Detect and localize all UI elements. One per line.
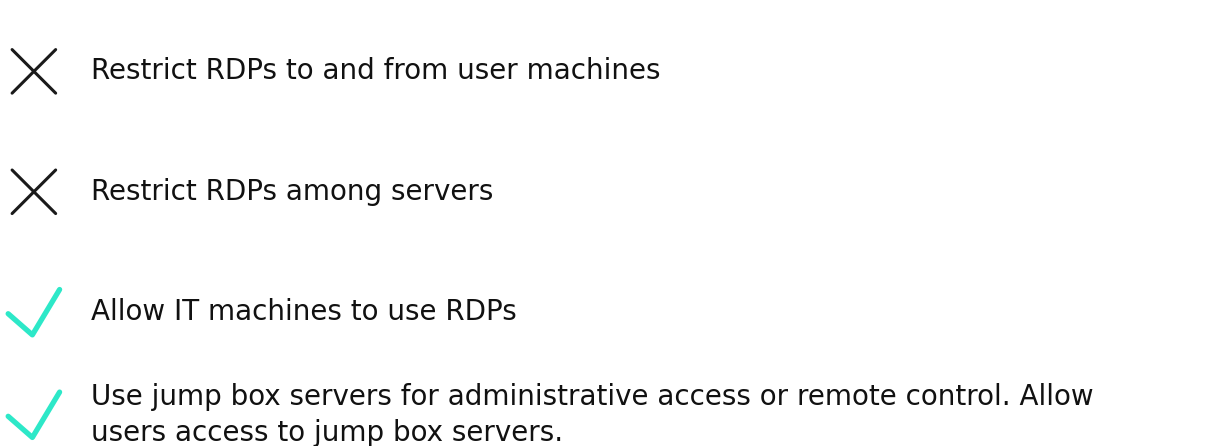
Text: Restrict RDPs among servers: Restrict RDPs among servers <box>91 178 494 206</box>
Text: Use jump box servers for administrative access or remote control. Allow
users ac: Use jump box servers for administrative … <box>91 383 1094 446</box>
Text: Allow IT machines to use RDPs: Allow IT machines to use RDPs <box>91 298 517 326</box>
Text: Restrict RDPs to and from user machines: Restrict RDPs to and from user machines <box>91 58 661 85</box>
